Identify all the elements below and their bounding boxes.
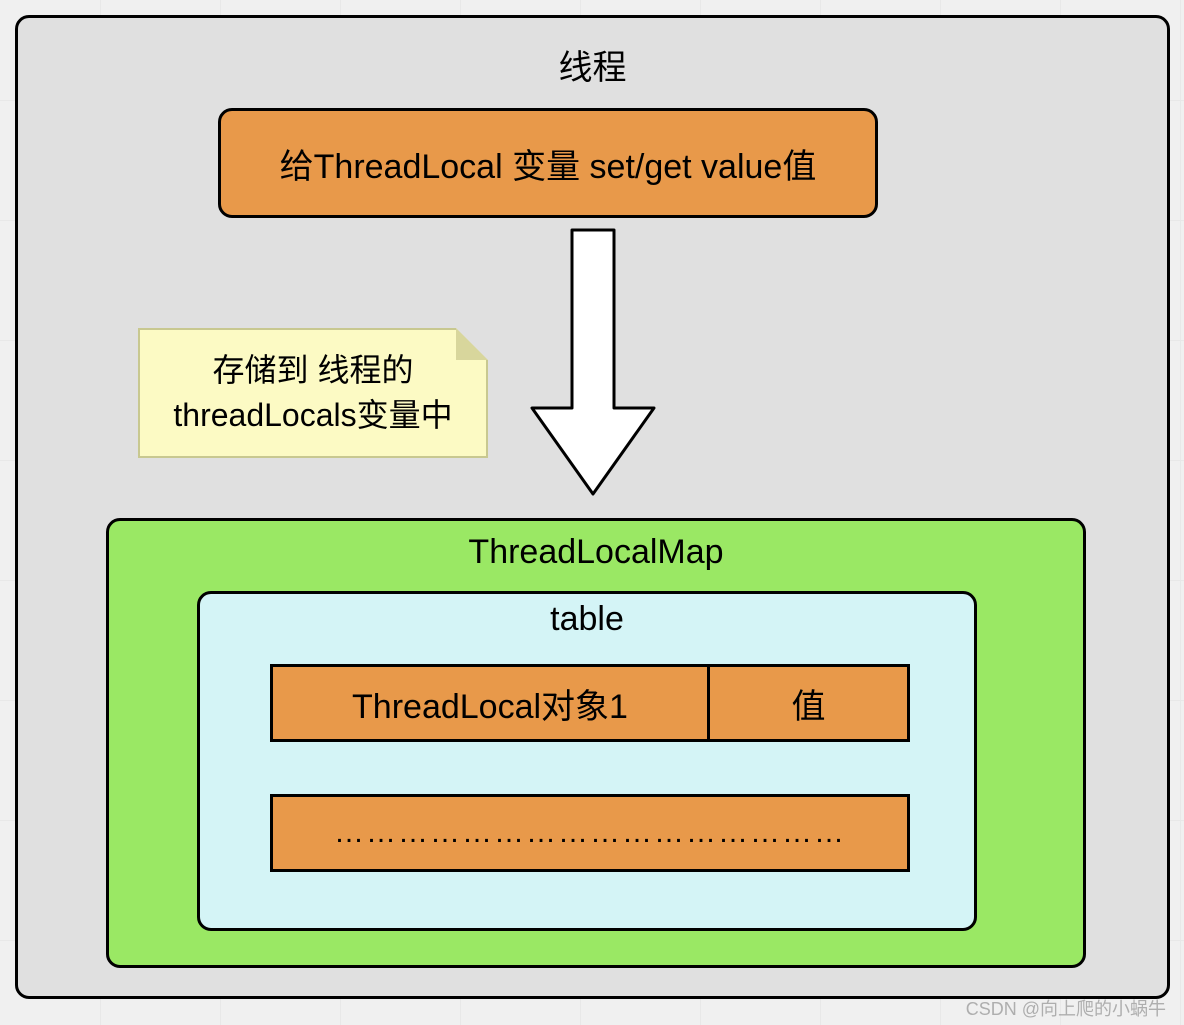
thread-container: 线程 给ThreadLocal 变量 set/get value值 存储到 线程…: [15, 15, 1170, 999]
action-label: 给ThreadLocal 变量 set/get value值: [280, 139, 817, 188]
down-arrow-icon: [528, 228, 658, 498]
entry-key-cell: ThreadLocal对象1: [270, 664, 710, 742]
thread-title: 线程: [18, 18, 1167, 89]
threadlocalmap-container: ThreadLocalMap table ThreadLocal对象1 值 ………: [106, 518, 1086, 968]
note-line1: 存储到 线程的: [213, 348, 414, 393]
entry-value-cell: 值: [710, 664, 910, 742]
sticky-note: 存储到 线程的 threadLocals变量中: [138, 328, 488, 458]
table-container: table ThreadLocal对象1 值 …………………………………………: [197, 591, 977, 931]
watermark-text: CSDN @向上爬的小蜗牛: [966, 995, 1166, 1021]
table-row-ellipsis: …………………………………………: [270, 794, 910, 872]
entry-value-label: 值: [792, 679, 826, 728]
ellipsis-label: …………………………………………: [334, 816, 846, 850]
note-fold-icon: [456, 328, 488, 360]
table-row: ThreadLocal对象1 值: [270, 664, 910, 742]
map-title: ThreadLocalMap: [109, 521, 1083, 572]
action-box: 给ThreadLocal 变量 set/get value值: [218, 108, 878, 218]
table-title: table: [200, 594, 974, 639]
note-line2: threadLocals变量中: [173, 393, 452, 438]
entry-key-label: ThreadLocal对象1: [352, 679, 628, 728]
